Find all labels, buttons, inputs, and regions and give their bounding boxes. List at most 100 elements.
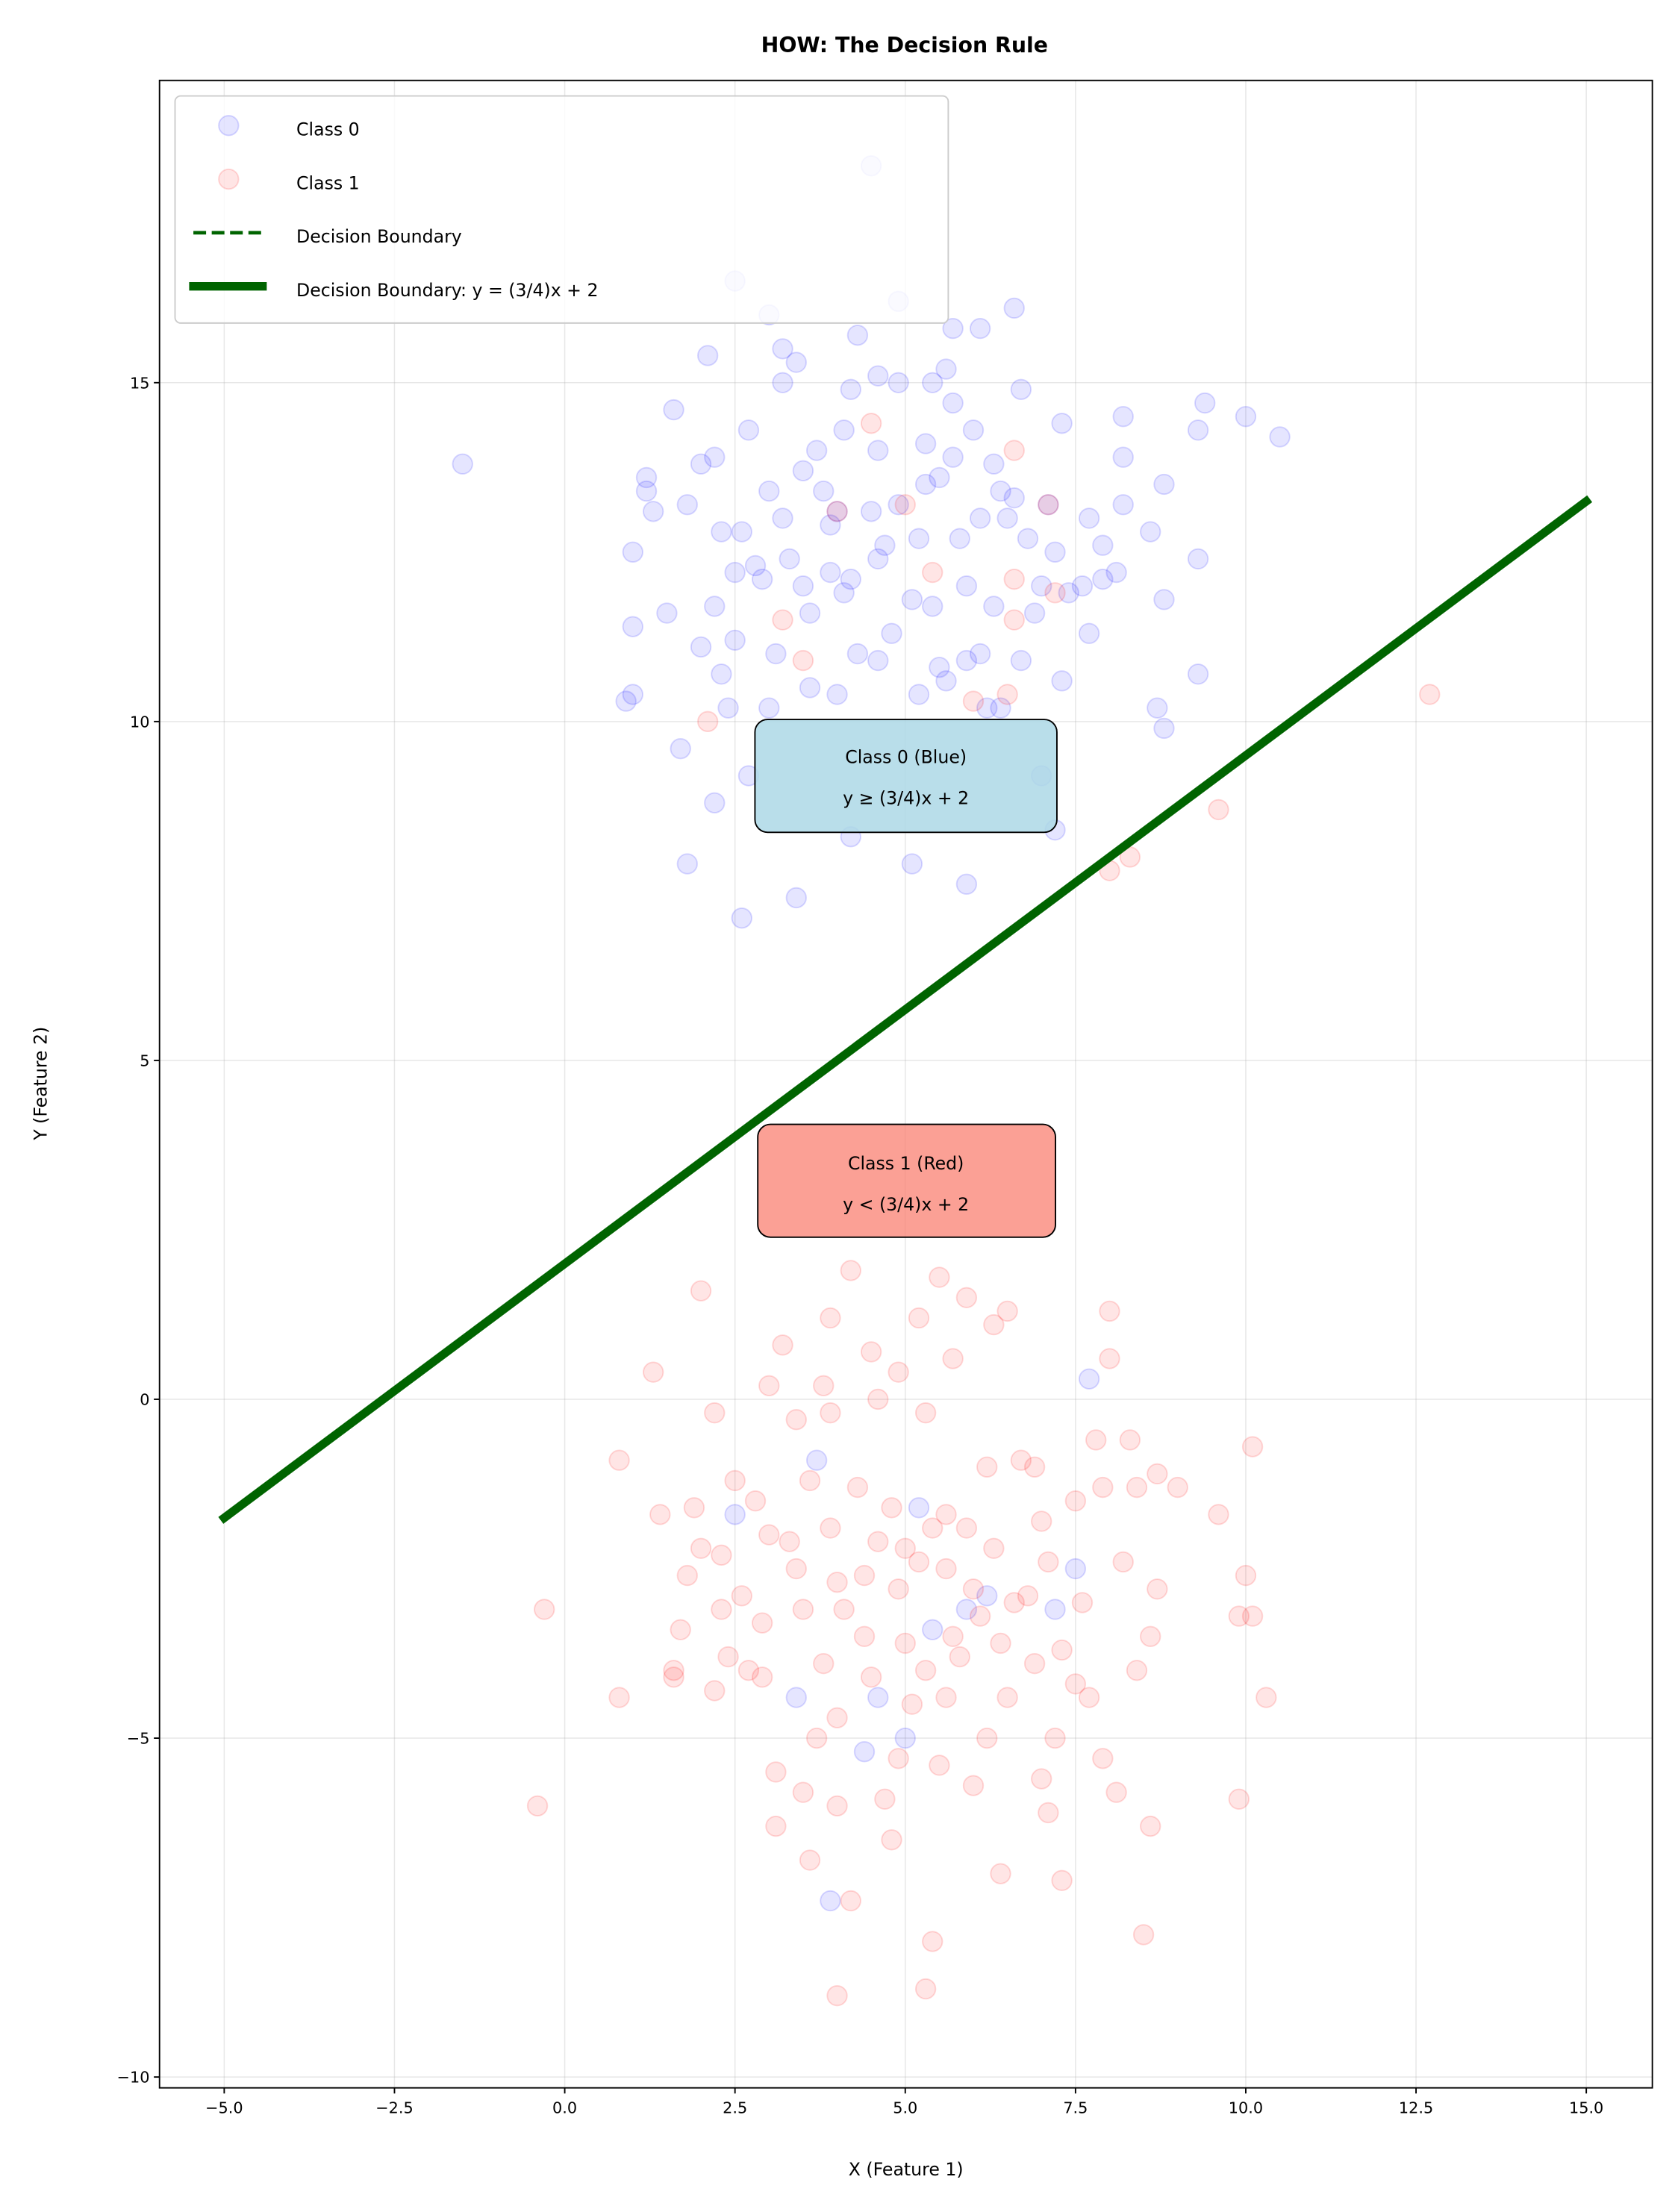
class-0-point xyxy=(1112,494,1134,516)
class-1-point xyxy=(1071,1592,1094,1613)
class-1-point xyxy=(1241,1436,1264,1458)
class-0-point xyxy=(758,697,780,719)
class-1-point xyxy=(901,1693,923,1715)
annotation-class-0: Class 0 (Blue) y ≥ (3/4)x + 2 xyxy=(754,719,1058,834)
class-1-point xyxy=(683,1497,705,1519)
class-0-point xyxy=(1010,378,1032,401)
class-0-point xyxy=(867,649,889,672)
class-1-point xyxy=(860,1666,882,1688)
class-1-point xyxy=(962,1775,985,1796)
class-1-point xyxy=(751,1666,773,1688)
class-0-point xyxy=(894,1727,916,1749)
class-1-point xyxy=(846,1476,869,1499)
class-0-point xyxy=(962,419,985,441)
class-1-point xyxy=(990,1863,1011,1884)
class-1-point xyxy=(1208,799,1229,821)
class-1-point xyxy=(1419,684,1441,705)
class-1-point xyxy=(792,649,814,672)
class-1-point xyxy=(955,1287,978,1308)
class-1-point xyxy=(1167,1476,1188,1499)
class-1-point xyxy=(1126,1476,1148,1499)
class-0-point xyxy=(826,684,848,705)
class-0-point xyxy=(737,419,760,441)
boundary-lines xyxy=(218,495,1593,1524)
class-1-point xyxy=(894,494,916,516)
class-0-point xyxy=(731,907,752,929)
class-1-point xyxy=(935,1687,957,1708)
class-0-point xyxy=(1078,1368,1100,1390)
class-0-point xyxy=(976,1585,998,1607)
class-1-point xyxy=(805,1727,828,1749)
class-0-point xyxy=(1003,297,1025,319)
class-0-point xyxy=(799,602,821,624)
class-0-point xyxy=(996,507,1018,529)
class-0-point xyxy=(833,419,855,441)
class-0-point xyxy=(820,561,841,584)
class-1-point xyxy=(711,1599,732,1620)
class-0-point xyxy=(452,453,473,475)
class-1-point xyxy=(1256,1687,1277,1708)
class-1-point xyxy=(874,1788,896,1810)
class-1-point xyxy=(860,413,882,434)
class-0-point xyxy=(1078,507,1100,529)
class-0-point xyxy=(1078,622,1100,644)
x-tick-label: 10.0 xyxy=(1229,2099,1263,2117)
class-0-point xyxy=(1051,413,1073,434)
class-1-point xyxy=(1064,1673,1087,1695)
class-0-point xyxy=(820,514,841,536)
class-1-point xyxy=(976,1456,998,1478)
legend-marker-class-1 xyxy=(218,168,240,190)
x-tick-label: 12.5 xyxy=(1399,2099,1433,2117)
class-1-point xyxy=(853,1564,876,1587)
class-0-point xyxy=(772,507,793,529)
class-0-point xyxy=(792,575,814,597)
class-1-point xyxy=(962,1578,985,1600)
class-1-point xyxy=(996,1687,1018,1708)
class-1-point xyxy=(813,1375,835,1396)
class-1-point xyxy=(779,1531,800,1552)
class-0-point xyxy=(1187,548,1209,570)
class-1-point xyxy=(676,1564,698,1587)
class-0-point xyxy=(724,561,746,584)
class-0-point xyxy=(690,636,712,658)
class-0-point xyxy=(983,453,1005,475)
class-1-point xyxy=(894,1632,916,1655)
class-1-point xyxy=(826,501,848,522)
class-0-point xyxy=(792,460,814,482)
annotation-class-0-title: Class 0 (Blue) xyxy=(845,747,967,768)
class-1-point xyxy=(820,1517,841,1539)
x-tick-label: 15.0 xyxy=(1569,2099,1603,2117)
class-0-point xyxy=(813,480,835,502)
class-0-point xyxy=(670,737,691,760)
class-1-point xyxy=(751,1612,773,1634)
class-1-point xyxy=(949,1646,970,1668)
class-0-point xyxy=(690,453,712,475)
class-1-point xyxy=(1044,1727,1066,1749)
class-1-point xyxy=(1017,1585,1039,1607)
class-0-point xyxy=(1153,589,1175,610)
class-0-point xyxy=(853,1741,876,1763)
class-0-point xyxy=(955,1599,978,1620)
class-0-point xyxy=(1058,582,1079,604)
class-1-point xyxy=(840,1260,861,1281)
class-0-point xyxy=(724,629,746,652)
class-0-point xyxy=(833,582,855,604)
class-0-point xyxy=(799,677,821,699)
annotation-class-0-rule: y ≥ (3/4)x + 2 xyxy=(843,787,969,808)
class-1-point xyxy=(792,1599,814,1620)
class-0-point xyxy=(1017,528,1039,549)
class-1-point xyxy=(772,1334,793,1356)
class-1-point xyxy=(853,1625,876,1648)
class-1-point xyxy=(1228,1788,1250,1810)
x-tick-label: 2.5 xyxy=(723,2099,747,2117)
class-1-point xyxy=(976,1727,998,1749)
class-0-point xyxy=(1038,494,1059,516)
class-1-point xyxy=(663,1666,684,1688)
class-0-point xyxy=(983,596,1005,617)
class-0-point xyxy=(901,853,923,875)
class-0-point xyxy=(949,528,970,549)
class-0-point xyxy=(1153,473,1175,496)
class-0-point xyxy=(874,534,896,556)
class-1-point xyxy=(996,1300,1018,1322)
class-0-point xyxy=(1044,1599,1066,1620)
